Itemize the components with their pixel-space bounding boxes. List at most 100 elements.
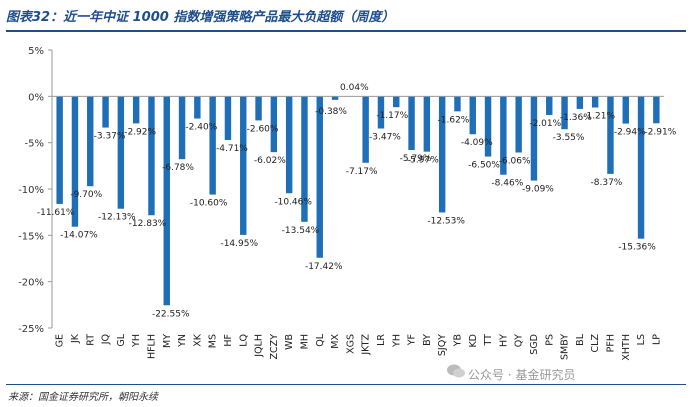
data-label: -10.46% (274, 197, 312, 207)
y-tick-label: -10% (18, 185, 44, 196)
data-label: -9.70% (70, 190, 102, 200)
data-label: 0.04% (340, 83, 369, 93)
bar (163, 96, 170, 306)
source-note: 来源：国金证券研究所，朝阳永续 (8, 392, 158, 403)
x-tick-label: TT (483, 334, 494, 347)
bar (393, 96, 400, 108)
bar (423, 96, 431, 152)
data-label: -4.71% (216, 144, 248, 154)
x-tick-label: YH (391, 334, 402, 348)
x-tick-label: PS (544, 334, 555, 346)
bar (178, 96, 186, 160)
y-tick-label: 5% (28, 46, 44, 57)
bar (331, 96, 339, 100)
bars (52, 95, 664, 306)
x-tick-label: LR (376, 334, 387, 346)
bar (591, 96, 599, 108)
bar (469, 96, 476, 135)
bar (576, 96, 584, 109)
bar (87, 96, 94, 187)
data-label: -2.60% (247, 124, 279, 134)
footer-divider (6, 384, 686, 385)
bar (622, 96, 629, 124)
data-label: -1.17% (376, 111, 408, 121)
x-tick-label: LS (636, 334, 647, 345)
data-label: -2.91% (644, 127, 676, 137)
x-tick-label: HF (223, 334, 234, 347)
x-tick-label: GL (116, 333, 127, 346)
bar (607, 96, 614, 174)
data-labels: -11.61% -14.07% -9.70% -3.37% -12.13% -2.92% -… (37, 83, 677, 319)
x-tick-label: YF (407, 334, 418, 346)
data-label: -6.02% (254, 156, 286, 166)
y-tick-label: -25% (18, 324, 44, 335)
bar (377, 96, 385, 129)
x-tick-label: HY (498, 334, 509, 347)
x-tick-label: XK (192, 333, 203, 347)
x-tick-label: MH (299, 334, 310, 349)
bar (224, 96, 232, 140)
x-tick-label: MY (162, 334, 173, 348)
bar (438, 96, 446, 213)
x-tick-label: SGD (529, 334, 540, 355)
x-tick-labels: GE JK RT JQ GL YH HFLH MY YN XK MS HF LQ JQLH ZCZY WB MH… (55, 333, 663, 360)
y-tick-label: 0% (28, 92, 44, 103)
bar (316, 96, 323, 258)
data-label: -14.07% (60, 231, 98, 241)
data-label: -6.50% (468, 161, 500, 171)
bar (270, 96, 278, 153)
x-tick-label: WB (284, 334, 295, 350)
x-tick-label: LP (651, 334, 662, 345)
x-tick-label: JK (70, 333, 81, 344)
x-tick-label: ZCZY (269, 334, 280, 360)
data-label: -5.79% (400, 154, 432, 164)
x-tick-label: MX (330, 334, 341, 349)
data-label: -12.83% (129, 219, 167, 229)
data-label: -8.37% (591, 178, 623, 188)
bar (500, 96, 507, 175)
y-tick-label: -5% (25, 139, 44, 150)
data-label: -13.54% (282, 226, 320, 236)
x-tick-label: QL (315, 333, 326, 346)
data-label: -1.62% (438, 115, 470, 125)
bar (117, 96, 125, 209)
bar (71, 96, 79, 227)
data-label: -4.09% (461, 138, 493, 148)
data-label: -11.61% (37, 208, 75, 218)
bar-chart: 5% 0% -5% -10% -15% -20% -25% -11.61% -14.07% -9… (18, 46, 677, 361)
data-label: -2.40% (185, 123, 217, 133)
x-tick-label: SMBY (560, 334, 571, 360)
data-label: -6.78% (162, 163, 194, 173)
x-tick-label: HFLH (146, 334, 157, 359)
x-tick-label: GE (55, 334, 66, 347)
data-label: -10.60% (190, 199, 228, 209)
bar (285, 96, 293, 194)
x-tick-label: MS (208, 334, 219, 348)
data-label: -3.37% (94, 132, 126, 142)
data-label: -2.92% (124, 127, 156, 137)
bar (301, 96, 308, 222)
watermark: 公众号 · 基金研究员 (468, 368, 576, 382)
bar (561, 96, 568, 130)
title-divider (6, 30, 686, 32)
x-tick-label: PFH (605, 334, 616, 352)
x-tick-label: RT (85, 334, 96, 346)
bar (148, 96, 155, 216)
x-tick-label: JKTZ (361, 334, 372, 356)
bar (484, 96, 492, 157)
data-label: -15.36% (618, 243, 656, 253)
bar (637, 96, 645, 239)
x-tick-label: YB (452, 334, 463, 347)
bar (530, 96, 538, 181)
data-label: -17.42% (305, 262, 343, 272)
bar (515, 96, 522, 153)
x-tick-label: SJQY (437, 334, 448, 356)
data-label: -1.36% (560, 113, 592, 123)
x-tick-label: XHTH (621, 334, 632, 361)
bar (454, 96, 461, 112)
x-tick-label: KD (468, 334, 479, 348)
y-tick-label: -15% (18, 231, 44, 242)
x-tick-label: CLZ (590, 334, 601, 353)
data-label: -6.06% (499, 156, 531, 166)
bar (653, 96, 660, 124)
